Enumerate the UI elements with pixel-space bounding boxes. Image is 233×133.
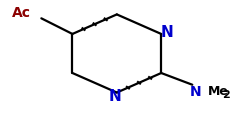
- Text: Me: Me: [208, 85, 229, 98]
- Text: N: N: [160, 25, 173, 40]
- Text: N: N: [108, 89, 121, 104]
- Text: N: N: [190, 85, 202, 99]
- Text: 2: 2: [222, 90, 230, 100]
- Text: Ac: Ac: [12, 6, 31, 20]
